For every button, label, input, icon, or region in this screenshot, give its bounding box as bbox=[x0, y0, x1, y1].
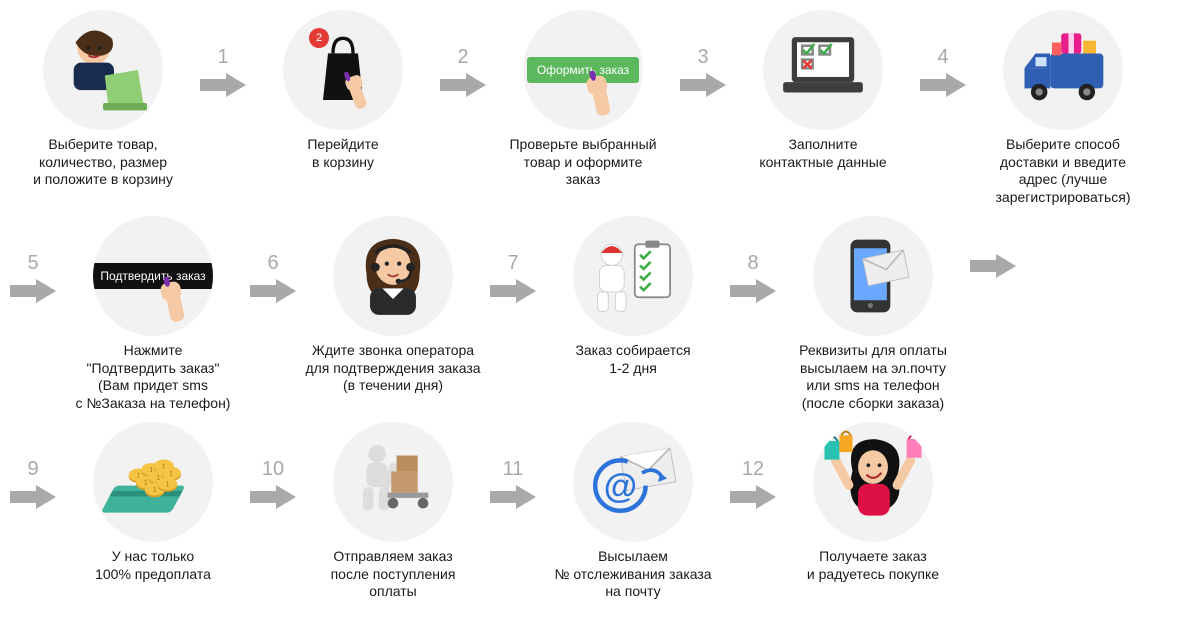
step-illustration bbox=[813, 422, 933, 542]
step-caption: Проверьте выбранный товар и оформите зак… bbox=[509, 136, 656, 189]
step-arrow: 2 bbox=[438, 10, 488, 99]
step-illustration bbox=[333, 422, 453, 542]
step-caption: Отправляем заказ после поступления оплат… bbox=[331, 548, 456, 601]
step-number: 12 bbox=[742, 458, 764, 481]
arrow-icon bbox=[440, 71, 486, 99]
process-step-1: Выберите товар, количество, размер и пол… bbox=[8, 10, 198, 189]
step-illustration bbox=[813, 216, 933, 336]
step-caption: Перейдите в корзину bbox=[307, 136, 378, 171]
arrow-icon bbox=[970, 252, 1016, 280]
step-arrow: 7 bbox=[488, 216, 538, 305]
step-number: 10 bbox=[262, 458, 284, 481]
cart-badge: 2 bbox=[309, 28, 329, 48]
step-arrow: 12 bbox=[728, 422, 778, 511]
step-arrow: 1 bbox=[198, 10, 248, 99]
step-number: 11 bbox=[503, 458, 524, 481]
step-arrow: 5 bbox=[8, 216, 58, 305]
arrow-icon bbox=[250, 277, 296, 305]
step-caption: Выберите способ доставки и введите адрес… bbox=[995, 136, 1130, 206]
arrow-icon bbox=[250, 483, 296, 511]
svg-text:1: 1 bbox=[153, 485, 157, 494]
step-illustration bbox=[763, 10, 883, 130]
arrow-icon bbox=[730, 483, 776, 511]
process-step-9: Реквизиты для оплаты высылаем на эл.почт… bbox=[778, 216, 968, 412]
step-illustration bbox=[43, 10, 163, 130]
step-caption: Выберите товар, количество, размер и пол… bbox=[33, 136, 173, 189]
process-step-6: Подтвердить заказ Нажмите "Подтвердить з… bbox=[58, 216, 248, 412]
step-illustration: Подтвердить заказ bbox=[93, 216, 213, 336]
step-caption: Реквизиты для оплаты высылаем на эл.почт… bbox=[799, 342, 947, 412]
step-number: 3 bbox=[697, 46, 708, 69]
step-caption: Высылаем № отслеживания заказа на почту bbox=[554, 548, 711, 601]
step-caption: Получаете заказ и радуетесь покупке bbox=[807, 548, 939, 583]
step-illustration: 1 1 1 1 1 1 1 bbox=[93, 422, 213, 542]
step-caption: Ждите звонка оператора для подтверждения… bbox=[305, 342, 480, 395]
process-step-11: Отправляем заказ после поступления оплат… bbox=[298, 422, 488, 601]
step-arrow: 6 bbox=[248, 216, 298, 305]
step-number: 9 bbox=[27, 458, 38, 481]
step-caption: У нас только 100% предоплата bbox=[95, 548, 211, 583]
process-step-13: Получаете заказ и радуетесь покупке bbox=[778, 422, 968, 583]
step-number: 7 bbox=[507, 252, 518, 275]
arrow-icon bbox=[10, 277, 56, 305]
arrow-icon bbox=[730, 277, 776, 305]
process-step-5: Выберите способ доставки и введите адрес… bbox=[968, 10, 1158, 206]
process-step-3: Оформить заказ Проверьте выбранный товар… bbox=[488, 10, 678, 189]
process-row-1: Выберите товар, количество, размер и пол… bbox=[8, 10, 1192, 206]
step-number: 5 bbox=[27, 252, 38, 275]
step-arrow: 10 bbox=[248, 422, 298, 511]
step-illustration: Оформить заказ bbox=[523, 10, 643, 130]
arrow-icon bbox=[490, 483, 536, 511]
arrow-icon bbox=[10, 483, 56, 511]
svg-text:1: 1 bbox=[169, 469, 173, 478]
step-number: 1 bbox=[217, 46, 228, 69]
step-arrow: 8 bbox=[728, 216, 778, 305]
step-illustration bbox=[333, 216, 453, 336]
step-illustration bbox=[573, 216, 693, 336]
arrow-icon bbox=[920, 71, 966, 99]
process-step-2: 2 Перейдите в корзину bbox=[248, 10, 438, 171]
step-number: 2 bbox=[457, 46, 468, 69]
process-step-4: Заполните контактные данные bbox=[728, 10, 918, 171]
process-step-7: Ждите звонка оператора для подтверждения… bbox=[298, 216, 488, 395]
step-number: 4 bbox=[937, 46, 948, 69]
arrow-icon bbox=[490, 277, 536, 305]
step-number: 6 bbox=[267, 252, 278, 275]
step-arrow: 4 bbox=[918, 10, 968, 99]
process-step-10: 1 1 1 1 1 1 1 bbox=[58, 422, 248, 583]
arrow-icon bbox=[680, 71, 726, 99]
process-row-3: 9 1 1 1 1 bbox=[8, 422, 1192, 601]
step-illustration: @ bbox=[573, 422, 693, 542]
step-arrow: 11 bbox=[488, 422, 538, 511]
process-step-8: Заказ собирается 1-2 дня bbox=[538, 216, 728, 377]
process-row-2: 5 Подтвердить заказ Нажмите "Подтвердить… bbox=[8, 216, 1192, 412]
step-caption: Заполните контактные данные bbox=[759, 136, 886, 171]
step-caption: Заказ собирается 1-2 дня bbox=[575, 342, 690, 377]
svg-text:1: 1 bbox=[165, 480, 169, 489]
step-number: 8 bbox=[747, 252, 758, 275]
process-step-12: @ Высылаем № отслеживания заказа на почт… bbox=[538, 422, 728, 601]
step-illustration: 2 bbox=[283, 10, 403, 130]
step-caption: Нажмите "Подтвердить заказ" (Вам придет … bbox=[76, 342, 231, 412]
svg-text:@: @ bbox=[604, 467, 637, 505]
step-arrow: 3 bbox=[678, 10, 728, 99]
step-arrow: 9 bbox=[8, 422, 58, 511]
step-illustration bbox=[1003, 10, 1123, 130]
arrow-icon bbox=[200, 71, 246, 99]
step-arrow bbox=[968, 216, 1018, 280]
